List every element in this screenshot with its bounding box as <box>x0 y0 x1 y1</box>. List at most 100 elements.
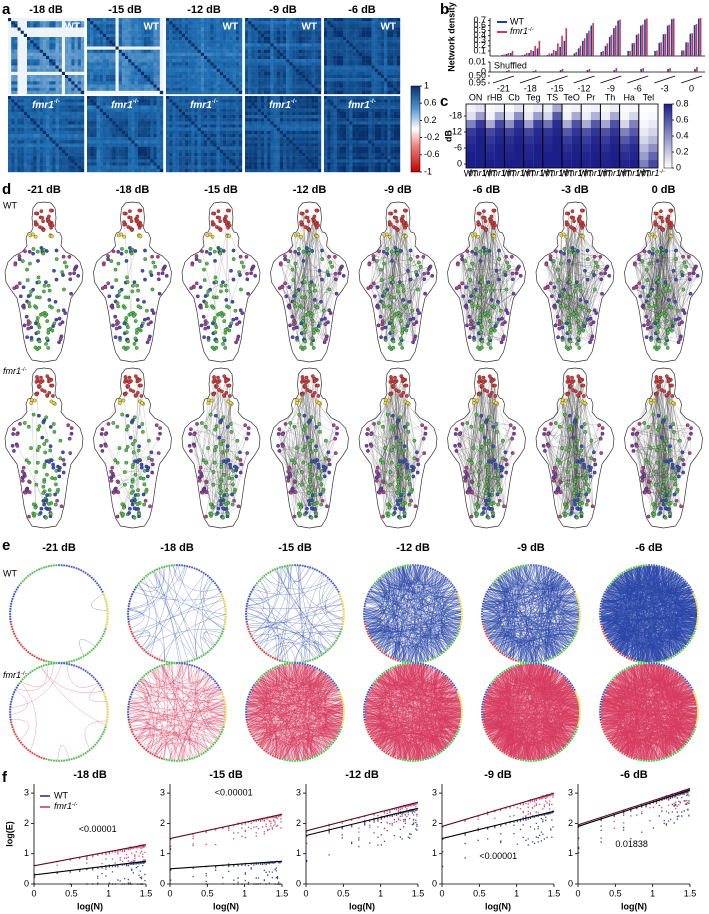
matrix-cell <box>175 121 179 125</box>
matrix-cell <box>257 105 262 109</box>
matrix-cell <box>112 115 116 119</box>
matrix-cell <box>352 43 356 47</box>
matrix-cell <box>144 102 148 106</box>
matrix-cell <box>20 108 25 113</box>
matrix-cell <box>166 46 170 50</box>
matrix-cell <box>68 46 72 50</box>
matrix-cell <box>93 137 97 141</box>
matrix-cell <box>52 65 56 69</box>
matrix-cell <box>36 102 40 106</box>
matrix-cell <box>55 159 59 163</box>
matrix-cell <box>175 56 179 60</box>
matrix-cell <box>223 137 227 141</box>
matrix-cell <box>305 43 309 47</box>
matrix-cell <box>194 59 198 63</box>
matrix-cell <box>144 143 148 147</box>
matrix-cell <box>61 134 66 138</box>
matrix-cell <box>147 52 151 57</box>
matrix-cell <box>295 137 300 141</box>
matrix-cell <box>264 124 268 128</box>
matrix-cell <box>52 127 56 132</box>
matrix-cell <box>188 168 192 173</box>
matrix-cell <box>39 153 44 157</box>
matrix-cell <box>185 162 189 166</box>
matrix-cell <box>27 127 31 132</box>
matrix-cell <box>355 18 360 22</box>
matrix-cell <box>80 134 85 138</box>
matrix-cell <box>355 37 360 41</box>
matrix-cell <box>140 159 145 163</box>
matrix-cell <box>80 124 85 128</box>
matrix-cell <box>147 127 151 132</box>
matrix-cell <box>283 130 287 135</box>
matrix-cell <box>61 46 66 50</box>
matrix-cell <box>251 46 255 50</box>
matrix-cell <box>33 96 37 100</box>
matrix-cell <box>235 52 240 57</box>
matrix-cell <box>121 40 126 44</box>
matrix-cell <box>90 30 94 35</box>
matrix-cell <box>68 90 72 95</box>
matrix-cell <box>232 127 236 132</box>
matrix-cell <box>121 124 126 128</box>
matrix-cell <box>264 127 268 132</box>
matrix-cell <box>235 130 240 135</box>
matrix-cell <box>42 130 47 135</box>
matrix-cell <box>381 62 385 66</box>
matrix-cell <box>213 65 217 69</box>
matrix-cell <box>305 75 309 79</box>
correlation-matrix <box>8 96 85 173</box>
matrix-cell <box>219 140 224 144</box>
matrix-cell <box>289 52 293 57</box>
matrix-cell <box>46 99 50 103</box>
matrix-cell <box>270 81 274 85</box>
matrix-cell <box>58 99 63 103</box>
matrix-cell <box>229 78 233 82</box>
matrix-cell <box>257 162 262 166</box>
matrix-cell <box>65 78 69 82</box>
matrix-cell <box>197 49 202 54</box>
matrix-cell <box>99 75 104 79</box>
matrix-cell <box>185 159 189 163</box>
matrix-cell <box>248 118 252 122</box>
matrix-cell <box>279 118 284 122</box>
matrix-cell <box>200 75 205 79</box>
matrix-cell <box>30 118 34 122</box>
matrix-cell <box>276 137 281 141</box>
matrix-cell <box>232 153 236 157</box>
matrix-cell <box>204 162 208 166</box>
matrix-cell <box>74 37 78 41</box>
matrix-cell <box>191 146 195 151</box>
matrix-cell <box>65 37 69 41</box>
matrix-cell <box>292 153 296 157</box>
matrix-cell <box>33 56 37 60</box>
matrix-cell <box>23 52 28 57</box>
matrix-cell <box>279 168 284 173</box>
matrix-cell <box>30 75 34 79</box>
matrix-cell <box>254 153 258 157</box>
matrix-cell <box>71 140 75 144</box>
matrix-cell <box>134 59 138 63</box>
matrix-cell <box>207 130 211 135</box>
matrix-cell <box>159 59 164 63</box>
matrix-cell <box>65 62 69 66</box>
matrix-cell <box>87 90 91 95</box>
matrix-cell <box>58 108 63 113</box>
matrix-cell <box>200 130 205 135</box>
matrix-cell <box>39 156 44 160</box>
matrix-cell <box>140 165 145 170</box>
matrix-cell <box>118 143 123 147</box>
matrix-cell <box>191 168 195 173</box>
matrix-cell <box>58 140 63 144</box>
matrix-cell <box>178 84 183 88</box>
matrix-cell <box>207 81 211 85</box>
matrix-cell <box>232 124 236 128</box>
matrix-cell <box>36 121 40 125</box>
matrix-cell <box>87 84 91 88</box>
matrix-cell <box>298 49 303 54</box>
matrix-cell <box>245 99 249 103</box>
matrix-cell <box>248 71 252 76</box>
matrix-cell <box>178 162 183 166</box>
matrix-cell <box>128 65 132 69</box>
matrix-cell <box>159 102 164 106</box>
